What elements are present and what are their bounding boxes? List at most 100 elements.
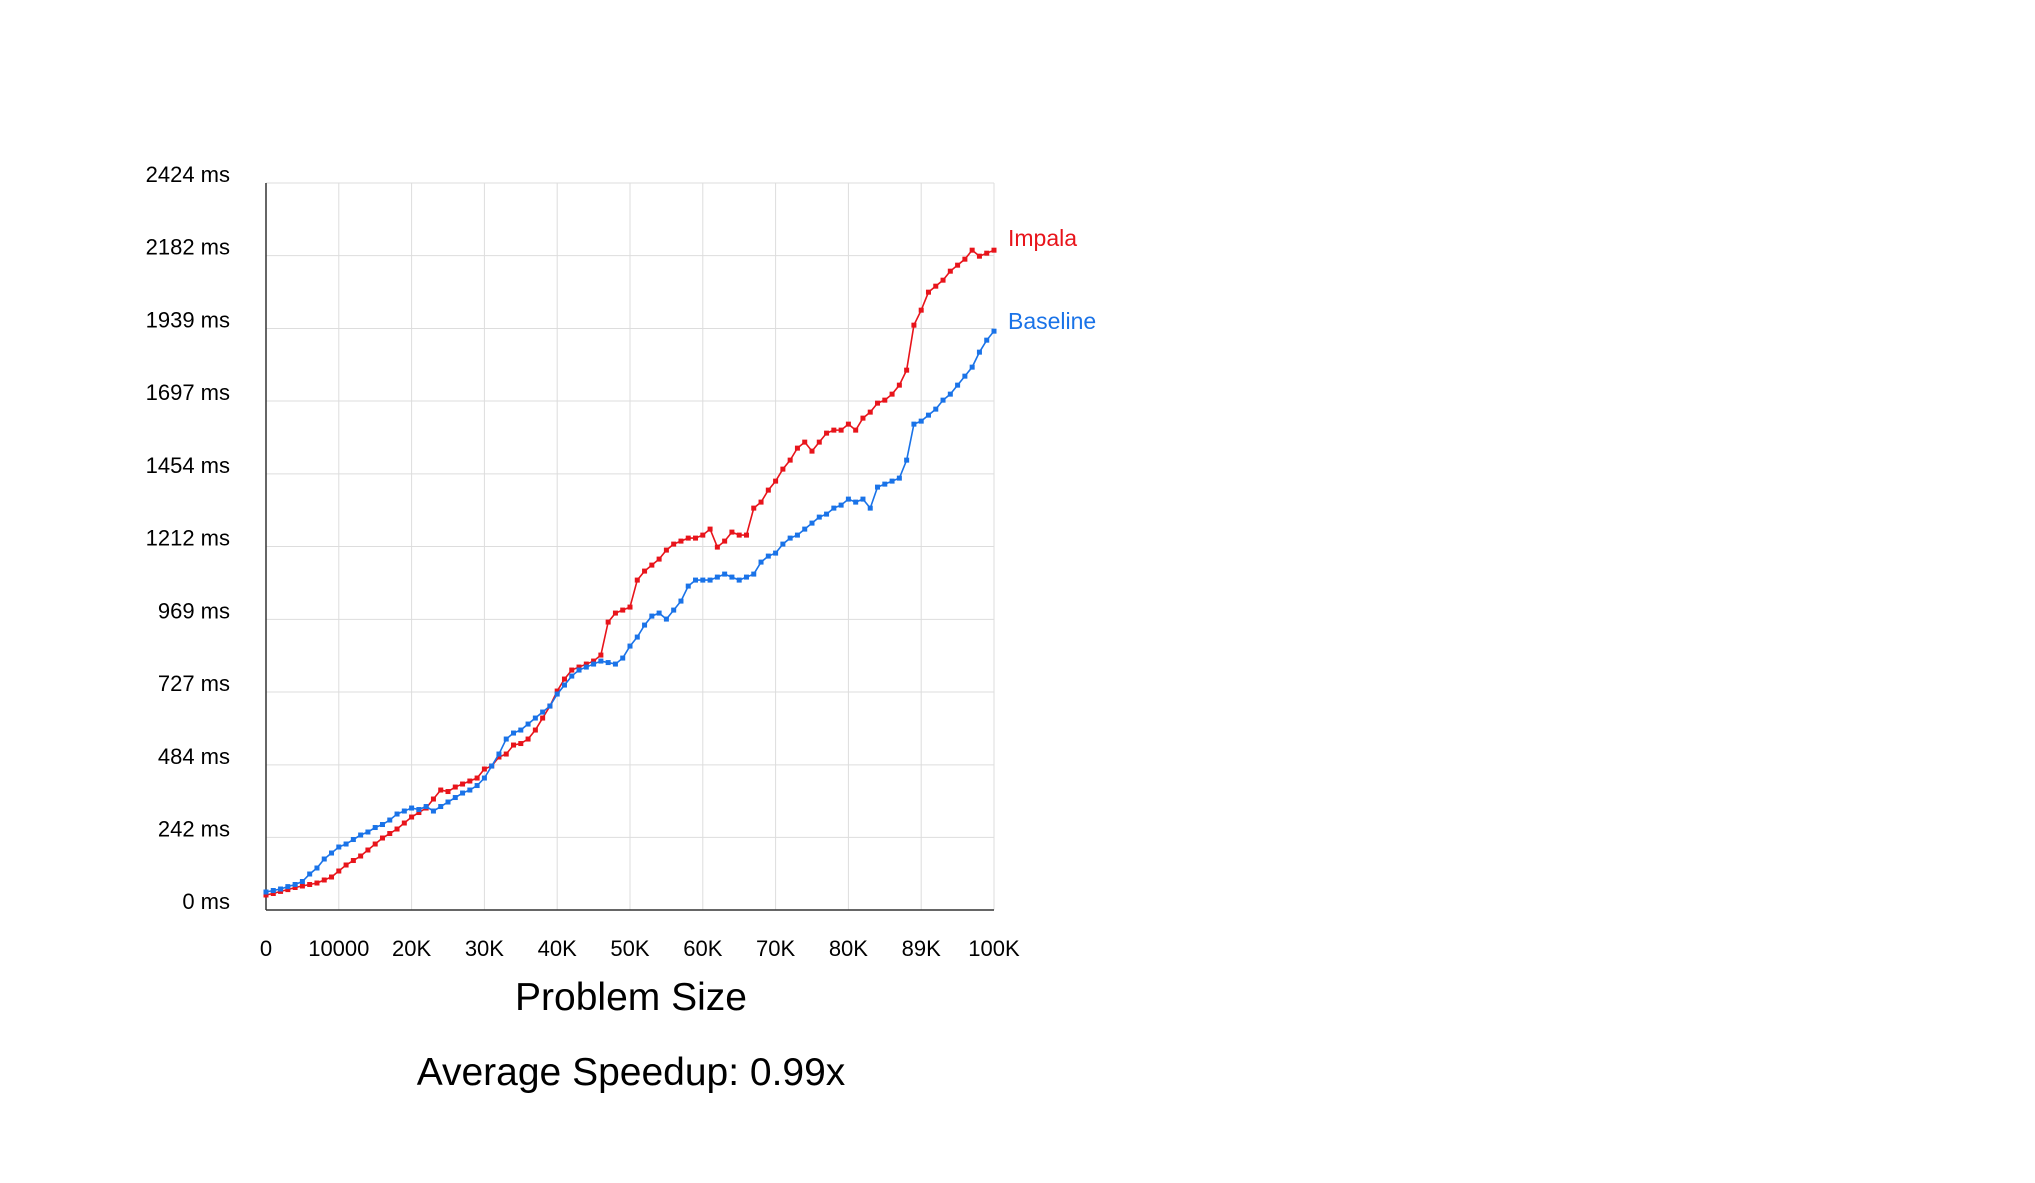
data-point bbox=[656, 610, 662, 616]
data-point bbox=[671, 607, 677, 613]
data-point bbox=[263, 889, 269, 895]
data-point bbox=[773, 478, 779, 484]
data-point bbox=[307, 882, 313, 888]
data-point bbox=[540, 715, 546, 721]
data-point bbox=[976, 253, 982, 259]
data-point bbox=[656, 556, 662, 562]
data-point bbox=[773, 550, 779, 556]
data-point bbox=[387, 817, 393, 823]
data-point bbox=[285, 887, 291, 893]
data-point bbox=[329, 874, 335, 880]
y-tick-label: 2182 ms bbox=[146, 235, 230, 260]
data-point bbox=[933, 406, 939, 412]
data-point bbox=[787, 457, 793, 463]
data-point bbox=[481, 775, 487, 781]
data-point bbox=[838, 502, 844, 508]
data-point bbox=[474, 783, 480, 789]
data-point bbox=[321, 877, 327, 883]
data-point bbox=[896, 475, 902, 481]
data-point bbox=[511, 730, 517, 736]
data-point bbox=[474, 775, 480, 781]
data-point bbox=[394, 826, 400, 832]
data-point bbox=[620, 607, 626, 613]
data-point bbox=[387, 831, 393, 837]
data-point bbox=[561, 682, 567, 688]
x-tick-label: 50K bbox=[610, 936, 649, 961]
data-point bbox=[809, 520, 815, 526]
data-point bbox=[722, 571, 728, 577]
y-tick-label: 242 ms bbox=[158, 816, 230, 841]
data-point bbox=[918, 307, 924, 313]
y-tick-label: 969 ms bbox=[158, 598, 230, 623]
data-point bbox=[867, 505, 873, 511]
data-point bbox=[321, 856, 327, 862]
data-point bbox=[401, 808, 407, 814]
data-point bbox=[860, 496, 866, 502]
data-point bbox=[911, 421, 917, 427]
data-point bbox=[372, 841, 378, 847]
data-point bbox=[925, 289, 931, 295]
data-point bbox=[379, 822, 385, 828]
data-point bbox=[358, 853, 364, 859]
x-tick-label: 100K bbox=[968, 936, 1020, 961]
data-point bbox=[700, 532, 706, 538]
data-point bbox=[525, 736, 531, 742]
data-point bbox=[329, 850, 335, 856]
data-point bbox=[540, 709, 546, 715]
data-point bbox=[634, 634, 640, 640]
data-point bbox=[314, 880, 320, 886]
series-impala bbox=[263, 247, 997, 898]
data-point bbox=[401, 820, 407, 826]
data-point bbox=[845, 496, 851, 502]
data-point bbox=[962, 373, 968, 379]
data-point bbox=[693, 535, 699, 541]
data-point bbox=[569, 673, 575, 679]
data-point bbox=[947, 391, 953, 397]
data-point bbox=[824, 430, 830, 436]
data-point bbox=[685, 583, 691, 589]
data-point bbox=[882, 481, 888, 487]
y-axis-ticks: 0 ms 242 ms 484 ms 727 ms 969 ms 1212 ms 1454 … bbox=[146, 162, 230, 914]
series bbox=[263, 247, 997, 898]
data-point bbox=[736, 577, 742, 583]
data-point bbox=[292, 885, 298, 891]
data-point bbox=[278, 886, 284, 892]
data-point bbox=[918, 418, 924, 424]
data-point bbox=[554, 691, 560, 697]
data-point bbox=[496, 754, 502, 760]
data-point bbox=[583, 664, 589, 670]
data-point bbox=[343, 862, 349, 868]
data-point bbox=[693, 577, 699, 583]
data-point bbox=[365, 847, 371, 853]
data-point bbox=[831, 427, 837, 433]
data-point bbox=[612, 661, 618, 667]
data-point bbox=[365, 829, 371, 835]
data-point bbox=[780, 466, 786, 472]
data-point bbox=[765, 553, 771, 559]
x-tick-label: 30K bbox=[465, 936, 504, 961]
data-point bbox=[430, 796, 436, 802]
data-point bbox=[532, 715, 538, 721]
data-point bbox=[620, 655, 626, 661]
data-point bbox=[853, 427, 859, 433]
data-point bbox=[503, 736, 509, 742]
y-tick-label: 2424 ms bbox=[146, 162, 230, 187]
data-point bbox=[263, 892, 269, 898]
data-point bbox=[809, 448, 815, 454]
data-point bbox=[285, 884, 291, 890]
data-point bbox=[860, 415, 866, 421]
data-point bbox=[816, 514, 822, 520]
data-point bbox=[503, 751, 509, 757]
data-point bbox=[984, 250, 990, 256]
data-point bbox=[962, 256, 968, 262]
y-tick-label: 727 ms bbox=[158, 671, 230, 696]
data-point bbox=[314, 865, 320, 871]
data-point bbox=[955, 382, 961, 388]
data-point bbox=[452, 795, 458, 801]
data-point bbox=[525, 721, 531, 727]
data-point bbox=[591, 658, 597, 664]
data-point bbox=[598, 658, 604, 664]
y-tick-label: 1212 ms bbox=[146, 526, 230, 551]
data-point bbox=[292, 882, 298, 888]
data-point bbox=[350, 837, 356, 843]
